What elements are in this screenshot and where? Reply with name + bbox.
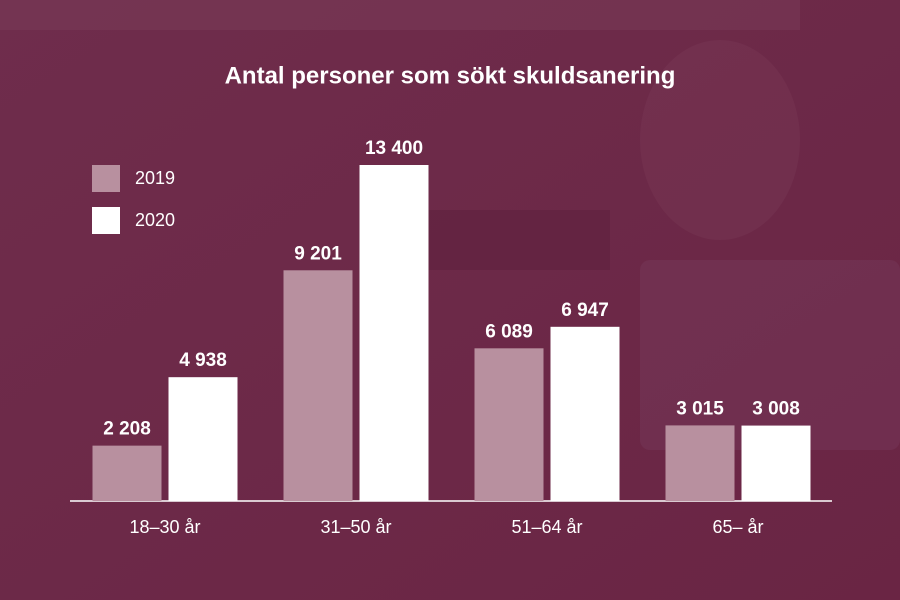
bar bbox=[550, 326, 620, 501]
value-label: 3 015 bbox=[676, 398, 724, 419]
photo-shape bbox=[0, 0, 800, 30]
bar bbox=[359, 165, 429, 501]
photo-shape bbox=[420, 210, 610, 270]
value-label: 4 938 bbox=[179, 350, 227, 371]
bar bbox=[283, 270, 353, 501]
value-label: 9 201 bbox=[294, 243, 342, 264]
value-label: 6 089 bbox=[485, 321, 533, 342]
photo-shape bbox=[640, 40, 800, 240]
legend-swatch bbox=[92, 207, 120, 234]
bar bbox=[665, 425, 735, 501]
bar bbox=[168, 377, 238, 501]
value-label: 6 947 bbox=[561, 300, 609, 321]
x-tick-label: 65– år bbox=[712, 517, 763, 537]
chart-title: Antal personer som sökt skuldsanering bbox=[225, 62, 676, 89]
bar bbox=[741, 425, 811, 501]
legend-label: 2019 bbox=[135, 168, 175, 188]
bar bbox=[92, 445, 162, 501]
value-label: 13 400 bbox=[365, 138, 423, 159]
x-tick-label: 51–64 år bbox=[511, 517, 582, 537]
photo-shape bbox=[640, 260, 900, 450]
x-tick-label: 18–30 år bbox=[129, 517, 200, 537]
bar bbox=[474, 348, 544, 501]
value-label: 3 008 bbox=[752, 399, 800, 420]
legend-label: 2020 bbox=[135, 210, 175, 230]
value-label: 2 208 bbox=[103, 419, 151, 440]
x-tick-label: 31–50 år bbox=[320, 517, 391, 537]
legend-swatch bbox=[92, 165, 120, 192]
